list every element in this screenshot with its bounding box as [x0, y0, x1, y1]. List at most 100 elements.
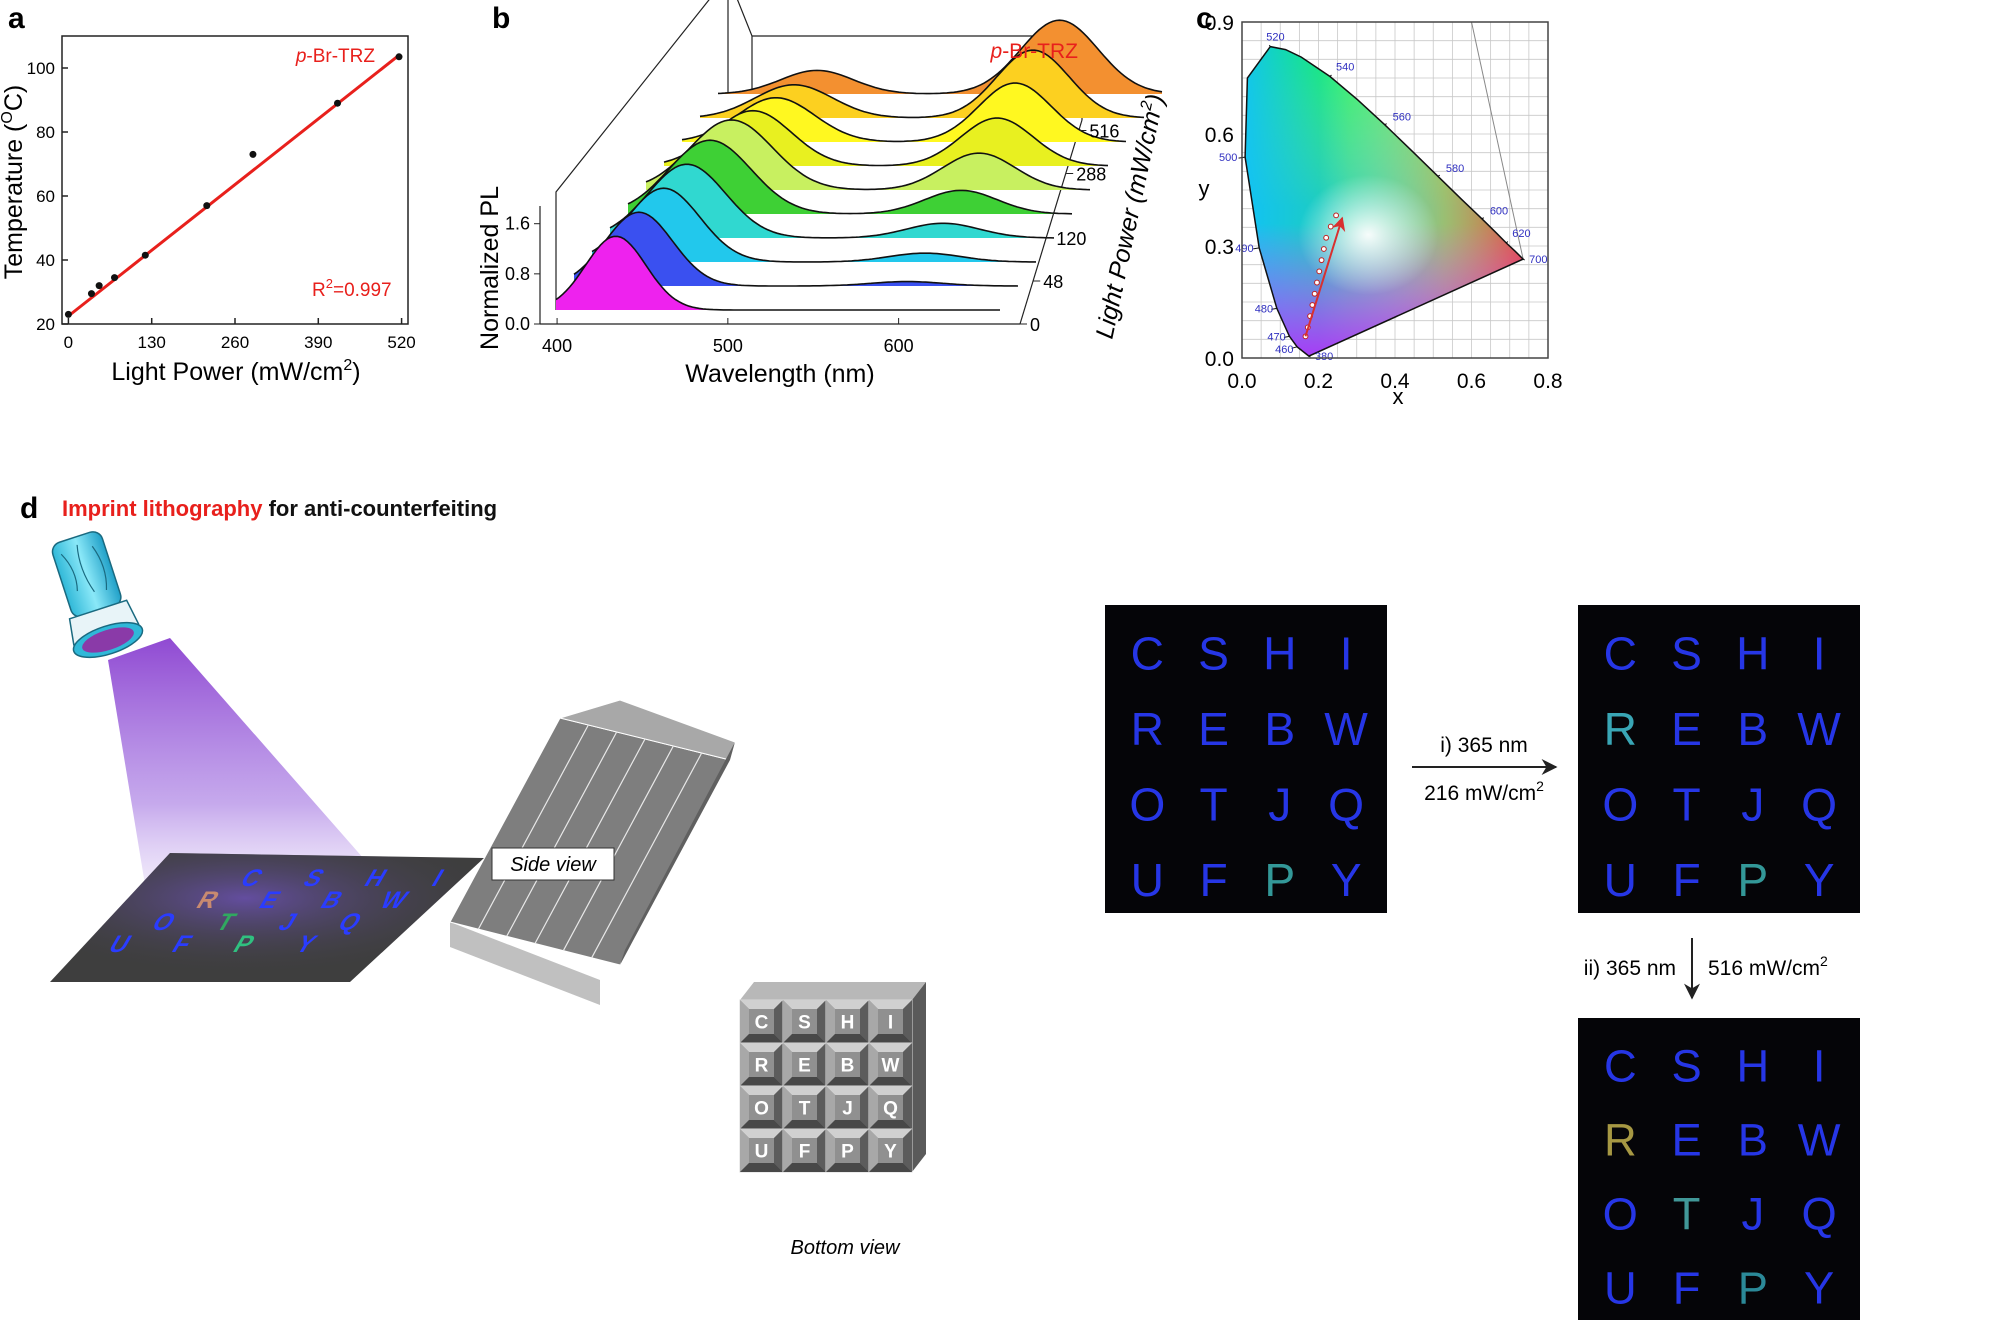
cell-bevel-left	[740, 1086, 749, 1129]
stamp-bottom-view: C S H I R E B W O T J Q U F P Y Bottom view	[739, 982, 926, 1259]
y-tick-label: 40	[36, 251, 55, 270]
photo-letter: O	[1129, 778, 1165, 830]
cell-bevel-bottom	[783, 1034, 826, 1043]
spectrum-line-72	[609, 163, 1055, 239]
panel-b-x-axis-label: Wavelength (nm)	[685, 360, 874, 388]
cell-bevel-bottom	[740, 1034, 783, 1043]
cell-bevel-top	[783, 1129, 826, 1138]
locus-tick	[1522, 258, 1525, 261]
x-tick-label: 390	[304, 333, 332, 352]
wavelength-label: 460	[1275, 344, 1293, 356]
cell-bevel-left	[869, 1000, 878, 1043]
wavelength-label: 380	[1315, 351, 1333, 363]
locus-tick	[1308, 355, 1311, 358]
photo-background	[1578, 1018, 1860, 1320]
panel-d-label: d	[20, 492, 38, 525]
y-tick-label: 100	[27, 59, 55, 78]
chromaticity-point	[1316, 268, 1323, 275]
photo-letter: I	[1813, 628, 1826, 680]
cell-bevel-bottom	[869, 1077, 912, 1086]
wavelength-label: 580	[1446, 163, 1464, 175]
data-point	[64, 310, 72, 318]
cube-letter: C	[755, 1013, 769, 1034]
spectrum-line-120	[627, 139, 1073, 215]
cell-bevel-left	[783, 1043, 792, 1086]
cell-bevel-left	[740, 1129, 749, 1172]
cell-bevel-bottom	[740, 1163, 783, 1172]
spectrum-fill-72	[610, 164, 1054, 238]
cell-bevel-top	[826, 1043, 869, 1052]
photo-background	[1578, 605, 1860, 913]
z-tick-label: 288	[1076, 165, 1106, 185]
cell-bevel-right	[817, 1129, 826, 1172]
photo-letter: P	[1737, 854, 1768, 906]
photo-letter: E	[1198, 703, 1229, 755]
wavelength-label: 500	[1219, 152, 1237, 164]
chromaticity-point	[1314, 279, 1320, 286]
cell-bevel-right	[774, 1043, 783, 1086]
x-tick-label: 0.6	[1457, 370, 1486, 393]
cell-bevel-right	[903, 1129, 912, 1172]
fit-line	[67, 54, 400, 318]
cell-bevel-right	[774, 1129, 783, 1172]
spectral-locus	[1244, 45, 1525, 357]
uv-light-beam	[108, 638, 400, 915]
step-1-wavelength: i) 365 nm	[1440, 734, 1528, 757]
cell-bevel-bottom	[783, 1163, 826, 1172]
photo-letter: R	[1131, 703, 1164, 755]
cell-bevel-right	[860, 1129, 869, 1172]
side-view-label: Side view	[510, 854, 597, 876]
spectrum-fill-168	[646, 119, 1090, 190]
photo-letter: J	[1741, 778, 1764, 830]
panel-d-imprint-lithography: d Imprint lithography for anti-counterfe…	[20, 492, 1860, 1320]
cell-bevel-bottom	[740, 1120, 783, 1129]
cell-bevel-left	[826, 1086, 835, 1129]
cell-bevel-bottom	[740, 1077, 783, 1086]
locus-tick	[1437, 174, 1441, 177]
wavelength-label: 600	[1490, 206, 1508, 218]
x-tick-label: 0.0	[1227, 370, 1256, 393]
panel-c-y-axis-label: y	[1199, 176, 1210, 201]
panel-a-temperature-chart: a 0 130 260 390 520 20 40 60 80 100 p-Br-TRZ R2=0…	[0, 2, 416, 386]
wavelength-label: 540	[1336, 62, 1354, 74]
spectrum-fill-0	[556, 236, 1000, 310]
photo-background	[1105, 605, 1387, 913]
side-block-edge	[620, 742, 735, 965]
photo-letter: J	[1268, 778, 1291, 830]
cell-bevel-bottom	[826, 1120, 869, 1129]
cell-bevel-right	[774, 1086, 783, 1129]
locus-tick	[1481, 217, 1485, 220]
cell-bevel-right	[903, 1043, 912, 1086]
spectrum-line-48	[591, 187, 1036, 263]
photo-letter: Q	[1801, 778, 1837, 830]
locus-tick	[1329, 74, 1332, 77]
cell-bevel-right	[903, 1086, 912, 1129]
cell-bevel-left	[826, 1000, 835, 1043]
sheet-glow	[50, 853, 484, 982]
photo-letter: E	[1671, 703, 1702, 755]
cube-letter: J	[842, 1099, 853, 1120]
photo-letter: Q	[1328, 778, 1364, 830]
x-tick-label: 0.8	[1533, 370, 1562, 393]
photo-letter: R	[1604, 703, 1637, 755]
panel-a-compound-label: p-Br-TRZ	[295, 46, 376, 67]
y-tick-label: 0.9	[1205, 12, 1234, 35]
y-tick-label: 80	[36, 123, 55, 142]
cell-bevel-left	[869, 1086, 878, 1129]
back-wall-left	[555, 0, 729, 310]
cell-bevel-top	[869, 1129, 912, 1138]
cell-bevel-bottom	[869, 1163, 912, 1172]
panel-b-label: b	[492, 2, 510, 35]
cube-letter: Q	[883, 1099, 898, 1120]
chromaticity-point	[1318, 257, 1325, 264]
photo-letter: F	[1672, 854, 1700, 906]
purity-line	[1471, 21, 1524, 260]
photo-letter: Q	[1801, 1188, 1836, 1239]
y-tick-label: 0.0	[1205, 348, 1234, 371]
panel-c-frame	[1241, 21, 1549, 359]
spectrum-line-216	[663, 109, 1109, 167]
cell-bevel-left	[783, 1129, 792, 1172]
cell-bevel-right	[817, 1000, 826, 1043]
x-tick-label: 0	[64, 333, 73, 352]
